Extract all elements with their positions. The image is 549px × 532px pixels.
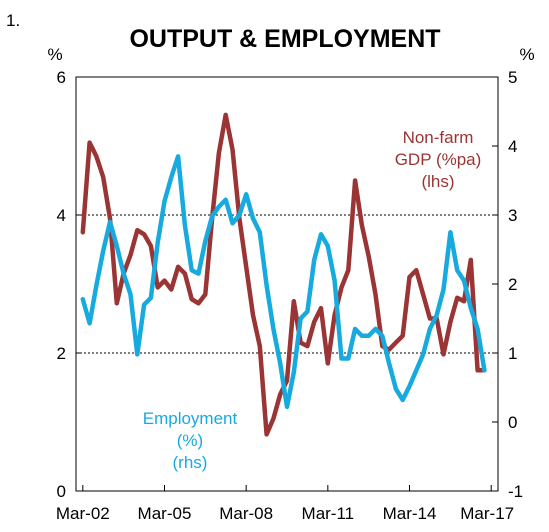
left-axis-tick-label: 2	[57, 344, 66, 363]
axes: 0 2 4 6 -1 0 1 2 3 4 5 Mar-02 Mar-05 Mar-08 Mar-11 Mar-…	[56, 68, 523, 523]
right-axis-tick-label: -1	[508, 482, 523, 501]
employment-series-label-line-1: Employment	[143, 409, 238, 428]
right-axis-unit: %	[519, 45, 534, 64]
gdp-series-label-line-2: GDP (%pa)	[395, 150, 482, 169]
left-axis-tick-label: 4	[57, 206, 66, 225]
chart-title: OUTPUT & EMPLOYMENT	[129, 25, 440, 53]
x-axis-tick-label: Mar-14	[383, 504, 437, 523]
right-axis-tick-label: 2	[508, 275, 517, 294]
left-axis-unit: %	[47, 45, 62, 64]
gdp-series-label-line-1: Non-farm	[403, 128, 474, 147]
figure-number: 1.	[6, 11, 20, 30]
right-axis-tick-label: 3	[508, 206, 517, 225]
x-axis-tick-label: Mar-02	[56, 504, 110, 523]
x-axis-tick-label: Mar-17	[460, 504, 514, 523]
gdp-series-label-line-3: (lhs)	[421, 172, 454, 191]
x-axis-tick-label: Mar-08	[219, 504, 273, 523]
left-axis-tick-label: 0	[57, 482, 66, 501]
x-axis-tick-label: Mar-05	[138, 504, 192, 523]
right-axis-tick-label: 0	[508, 413, 517, 432]
employment-series-line	[80, 154, 487, 410]
right-axis-tick-label: 5	[508, 68, 517, 87]
left-axis-tick-label: 6	[57, 68, 66, 87]
employment-series-label-line-3: (rhs)	[173, 453, 208, 472]
series-lines	[80, 112, 487, 437]
right-axis-tick-label: 4	[508, 137, 517, 156]
employment-series-label-line-2: (%)	[177, 431, 203, 450]
right-axis-tick-label: 1	[508, 344, 517, 363]
x-axis-tick-label: Mar-11	[302, 504, 355, 523]
